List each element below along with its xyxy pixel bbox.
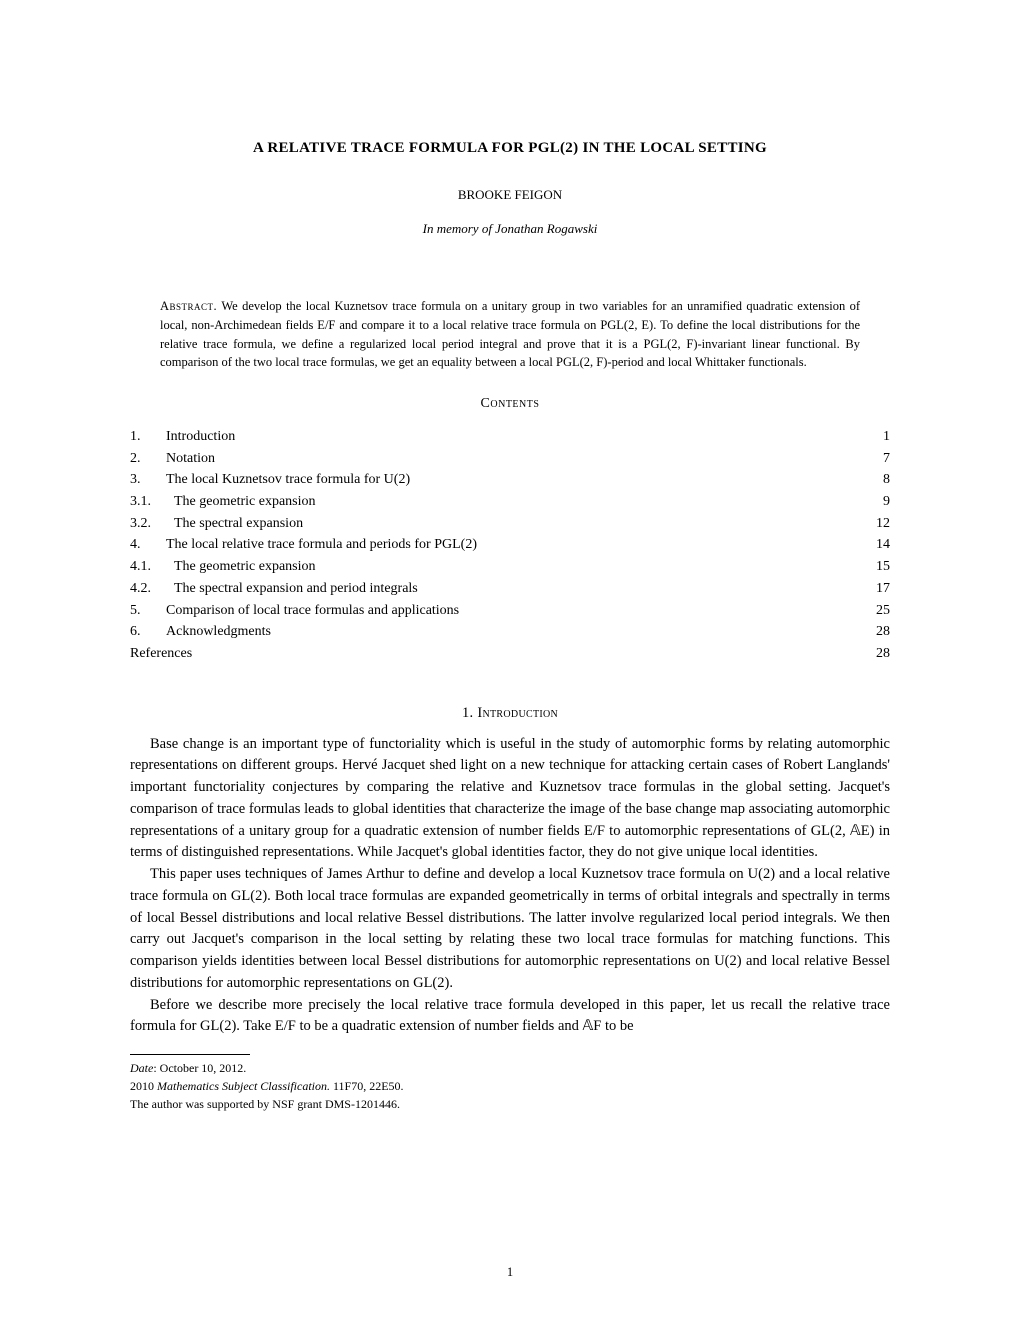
- paper-title: A RELATIVE TRACE FORMULA FOR PGL(2) IN T…: [130, 140, 890, 157]
- toc-title: The spectral expansion: [174, 516, 303, 531]
- toc-title: Introduction: [166, 429, 235, 444]
- toc-number: 2.: [130, 448, 166, 470]
- toc-number: 3.1.: [130, 491, 174, 513]
- contents-heading: Contents: [130, 396, 890, 412]
- page-number: 1: [0, 1265, 1020, 1280]
- paragraph: This paper uses techniques of James Arth…: [130, 864, 890, 995]
- toc-row: 4.2.The spectral expansion and period in…: [130, 578, 890, 600]
- abstract-block: Abstract. We develop the local Kuznetsov…: [160, 297, 860, 372]
- section-name: Introduction: [477, 705, 558, 721]
- section-number: 1.: [462, 705, 473, 721]
- toc-number: 6.: [130, 621, 166, 643]
- dedication-text: In memory of Jonathan Rogawski: [130, 221, 890, 237]
- toc-row: 1.Introduction 1: [130, 426, 890, 448]
- toc-row: 4.The local relative trace formula and p…: [130, 534, 890, 556]
- toc-page: 25: [876, 600, 890, 622]
- table-of-contents: 1.Introduction 1 2.Notation 7 3.The loca…: [130, 426, 890, 665]
- toc-title: The local Kuznetsov trace formula for U(…: [166, 472, 410, 487]
- toc-title: Acknowledgments: [166, 624, 271, 639]
- toc-page: 28: [876, 643, 890, 665]
- toc-row: 3.The local Kuznetsov trace formula for …: [130, 469, 890, 491]
- toc-title: Comparison of local trace formulas and a…: [166, 603, 459, 618]
- footnote-msc: 2010 Mathematics Subject Classification.…: [130, 1077, 890, 1095]
- toc-number: 4.2.: [130, 578, 174, 600]
- footnote-date-label: Date: [130, 1061, 153, 1075]
- page-container: A RELATIVE TRACE FORMULA FOR PGL(2) IN T…: [0, 0, 1020, 1320]
- paragraph: Base change is an important type of func…: [130, 734, 890, 865]
- toc-page: 7: [883, 448, 890, 470]
- abstract-text: We develop the local Kuznetsov trace for…: [160, 299, 860, 369]
- footnote-date: Date: October 10, 2012.: [130, 1059, 890, 1077]
- toc-title: The spectral expansion and period integr…: [174, 581, 418, 596]
- toc-number: 4.1.: [130, 556, 174, 578]
- toc-title: The geometric expansion: [174, 559, 316, 574]
- toc-title: The local relative trace formula and per…: [166, 537, 477, 552]
- toc-row: 3.1.The geometric expansion 9: [130, 491, 890, 513]
- toc-page: 15: [876, 556, 890, 578]
- footnotes-block: Date: October 10, 2012. 2010 Mathematics…: [130, 1059, 890, 1113]
- toc-page: 28: [876, 621, 890, 643]
- toc-page: 14: [876, 534, 890, 556]
- toc-row: 4.1.The geometric expansion 15: [130, 556, 890, 578]
- toc-page: 8: [883, 469, 890, 491]
- toc-number: 3.: [130, 469, 166, 491]
- toc-row: 2.Notation 7: [130, 448, 890, 470]
- author-name: BROOKE FEIGON: [130, 187, 890, 203]
- toc-row: References 28: [130, 643, 890, 665]
- abstract-label: Abstract.: [160, 299, 217, 313]
- toc-title: Notation: [166, 451, 215, 466]
- toc-title: References: [130, 646, 192, 661]
- footnote-msc-value: 11F70, 22E50.: [330, 1079, 404, 1093]
- section-heading: 1. Introduction: [130, 705, 890, 722]
- toc-page: 1: [883, 426, 890, 448]
- toc-number: 4.: [130, 534, 166, 556]
- toc-row: 6.Acknowledgments 28: [130, 621, 890, 643]
- footnote-date-value: : October 10, 2012.: [153, 1061, 246, 1075]
- toc-number: 5.: [130, 600, 166, 622]
- footnote-funding: The author was supported by NSF grant DM…: [130, 1095, 890, 1113]
- toc-number: 1.: [130, 426, 166, 448]
- toc-number: 3.2.: [130, 513, 174, 535]
- toc-row: 3.2.The spectral expansion 12: [130, 513, 890, 535]
- toc-title: The geometric expansion: [174, 494, 316, 509]
- paragraph: Before we describe more precisely the lo…: [130, 995, 890, 1039]
- toc-page: 17: [876, 578, 890, 600]
- footnote-msc-label: Mathematics Subject Classification.: [157, 1079, 330, 1093]
- section-body: Base change is an important type of func…: [130, 734, 890, 1039]
- toc-row: 5.Comparison of local trace formulas and…: [130, 600, 890, 622]
- toc-page: 12: [876, 513, 890, 535]
- toc-page: 9: [883, 491, 890, 513]
- footnote-msc-year: 2010: [130, 1079, 157, 1093]
- footnote-rule: [130, 1054, 250, 1055]
